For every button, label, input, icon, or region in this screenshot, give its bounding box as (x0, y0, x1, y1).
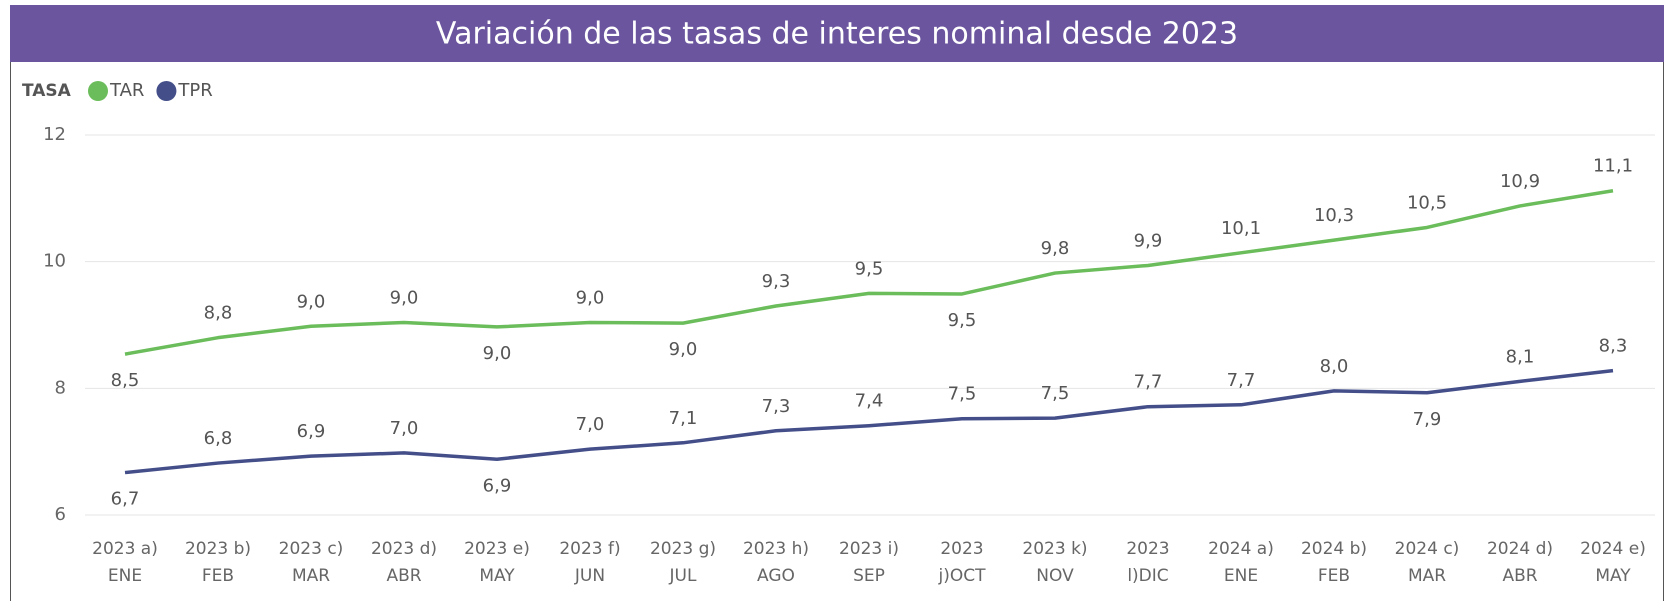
y-tick-label: 12 (43, 124, 66, 145)
x-tick-label: 2023 l)DIC (1126, 539, 1170, 586)
x-tick-label: 2023 f) JUN (559, 539, 621, 586)
data-label: 9,5 (948, 310, 977, 331)
x-tick-label: 2023 g) JUL (649, 539, 717, 586)
data-label: 7,7 (1134, 372, 1163, 393)
y-tick-label: 8 (55, 377, 66, 398)
data-label: 7,0 (390, 418, 419, 439)
x-tick-label: 2023 a) ENE (92, 539, 158, 586)
data-label: 7,0 (576, 414, 605, 435)
data-label: 6,9 (297, 421, 326, 442)
x-tick-label: 2024 b) FEB (1300, 539, 1368, 586)
x-tick-label: 2023 h) AGO (742, 539, 810, 586)
data-label: 6,9 (483, 475, 512, 496)
data-label: 9,0 (483, 343, 512, 364)
data-label: 9,0 (390, 287, 419, 308)
y-tick-label: 10 (43, 251, 66, 272)
legend-swatch (88, 81, 108, 101)
data-label: 9,0 (297, 291, 326, 312)
data-label: 9,3 (762, 271, 791, 292)
x-tick-label: 2023 k) NOV (1022, 539, 1088, 586)
data-label: 7,5 (948, 384, 977, 405)
x-tick-label: 2023 c) MAR (278, 539, 344, 586)
y-tick-label: 6 (55, 504, 66, 525)
data-label: 9,5 (855, 258, 884, 279)
legend-swatch (156, 81, 177, 101)
series-line (124, 189, 1614, 356)
data-label: 8,8 (204, 303, 233, 324)
data-label: 9,8 (1041, 238, 1070, 259)
data-label: 7,1 (669, 408, 698, 429)
data-label: 8,5 (111, 370, 140, 391)
data-label: 6,7 (111, 489, 140, 510)
x-tick-label: 2023 b) FEB (184, 539, 252, 586)
title-bar (10, 5, 1664, 62)
series-line (124, 368, 1614, 475)
data-label: 7,5 (1041, 383, 1070, 404)
data-label: 7,4 (855, 391, 884, 412)
x-tick-label: 2024 a) ENE (1208, 539, 1274, 586)
data-label: 11,1 (1593, 156, 1633, 177)
data-label: 10,3 (1314, 205, 1354, 226)
data-label: 10,1 (1221, 218, 1261, 239)
data-label: 9,9 (1134, 230, 1163, 251)
data-label: 9,0 (669, 339, 698, 360)
x-tick-label: 2023 d) ABR (370, 539, 438, 586)
data-label: 6,8 (204, 428, 233, 449)
data-label: 9,0 (576, 287, 605, 308)
x-tick-label: 2024 c) MAR (1394, 539, 1460, 586)
legend-label: TPR (177, 80, 212, 101)
data-label: 8,0 (1320, 356, 1349, 377)
x-tick-label: 2023 e) MAY (464, 539, 530, 586)
legend-label: TAR (109, 80, 144, 101)
data-label: 7,9 (1413, 409, 1442, 430)
data-label: 8,3 (1599, 336, 1628, 357)
data-label: 7,7 (1227, 370, 1256, 391)
data-label: 10,5 (1407, 192, 1447, 213)
x-tick-label: 2023 i) SEP (838, 539, 900, 586)
x-tick-label: 2024 d) ABR (1486, 539, 1554, 586)
legend-title: TASA (22, 81, 72, 101)
x-tick-label: 2024 e) MAY (1580, 539, 1646, 586)
data-label: 7,3 (762, 396, 791, 417)
data-label: 8,1 (1506, 346, 1535, 367)
x-tick-label: 2023 j)OCT (938, 539, 986, 586)
chart-title: Variación de las tasas de interes nomina… (436, 17, 1238, 52)
data-label: 10,9 (1500, 171, 1540, 192)
